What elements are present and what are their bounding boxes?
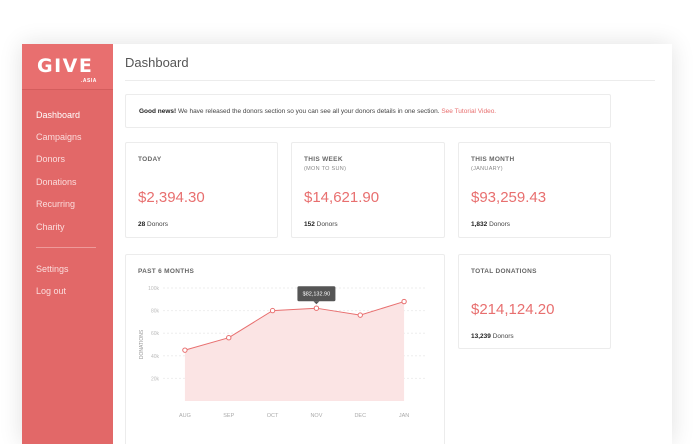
donors-label: Donors (487, 221, 511, 228)
page-title: Dashboard (125, 55, 189, 70)
sidebar-item-donations[interactable]: Donations (36, 177, 77, 187)
donors-count: 13,239 (471, 333, 491, 340)
stat-amount: $2,394.30 (138, 189, 205, 206)
chart-title: PAST 6 MONTHS (138, 268, 195, 275)
x-tick-label: SEP (223, 413, 234, 419)
stat-sublabel: (JANUARY) (471, 166, 503, 172)
y-tick-label: 100k (148, 286, 159, 292)
stat-label: TOTAL DONATIONS (471, 268, 537, 275)
x-tick-label: OCT (267, 413, 279, 419)
tooltip-label: $82,132.90 (303, 292, 331, 298)
y-tick-label: 60k (151, 331, 160, 337)
sidebar-divider (36, 247, 96, 248)
data-point (226, 335, 232, 341)
stat-card-total: TOTAL DONATIONS $214,124.20 13,239 Donor… (458, 254, 611, 349)
donors-label: Donors (490, 333, 514, 340)
stat-amount: $214,124.20 (471, 301, 555, 318)
stat-donors: 1,832 Donors (471, 221, 510, 228)
app-window: GIVE .ASIA Dashboard Campaigns Donors Do… (22, 44, 672, 444)
tutorial-video-link[interactable]: See Tutorial Video. (441, 108, 497, 115)
data-point (313, 305, 320, 311)
notice-text: Good news! We have released the donors s… (139, 108, 496, 115)
sidebar-item-recurring[interactable]: Recurring (36, 199, 76, 209)
donors-count: 1,832 (471, 221, 488, 228)
donors-count: 152 (304, 221, 315, 228)
stat-donors: 28 Donors (138, 221, 168, 228)
y-axis-label: DONATIONS (139, 329, 145, 359)
data-point (269, 307, 276, 314)
sidebar-item-logout[interactable]: Log out (36, 286, 67, 296)
y-tick-label: 20k (151, 376, 160, 382)
stat-label: THIS WEEK (304, 156, 343, 163)
data-point (401, 298, 407, 305)
data-point (182, 347, 188, 353)
notice-banner: Good news! We have released the donors s… (125, 94, 611, 128)
x-tick-label: DEC (354, 413, 366, 419)
sidebar: GIVE .ASIA Dashboard Campaigns Donors Do… (22, 44, 113, 444)
stat-card-month: THIS MONTH (JANUARY) $93,259.43 1,832 Do… (458, 142, 611, 238)
stat-label: TODAY (138, 156, 162, 163)
donations-chart: 20k 40k 60k 80k 100k DONATIONS AUG SEP OCT NOV DEC… (139, 286, 426, 419)
x-tick-label: AUG (179, 413, 191, 419)
chart-panel: PAST 6 MONTHS 20k 40k 60k 80k 100k DONATIONS A… (125, 254, 445, 444)
sidebar-item-dashboard[interactable]: Dashboard (36, 110, 81, 120)
title-divider (125, 80, 655, 81)
notice-bold: Good news! (139, 108, 177, 115)
stat-label: THIS MONTH (471, 156, 515, 163)
x-tick-label: JAN (399, 413, 409, 419)
y-tick-label: 40k (151, 354, 160, 360)
stat-card-today: TODAY $2,394.30 28 Donors (125, 142, 278, 238)
stat-sublabel: (MON TO SUN) (304, 166, 347, 172)
stat-amount: $14,621.90 (304, 189, 380, 206)
stat-amount: $93,259.43 (471, 189, 547, 206)
sidebar-item-settings[interactable]: Settings (36, 264, 69, 274)
donors-label: Donors (145, 221, 168, 228)
donors-label: Donors (314, 221, 338, 228)
stat-donors: 152 Donors (304, 221, 338, 228)
series-line (184, 301, 405, 351)
logo[interactable]: GIVE .ASIA (22, 44, 113, 90)
data-point (357, 312, 363, 318)
sidebar-item-charity[interactable]: Charity (36, 222, 65, 232)
y-tick-label: 80k (151, 309, 160, 315)
tooltip-box (297, 286, 336, 302)
x-tick-label: NOV (310, 413, 322, 419)
sidebar-item-donors[interactable]: Donors (36, 154, 66, 164)
area-fill (184, 301, 405, 401)
donors-count: 28 (138, 221, 146, 228)
tooltip-arrow (313, 301, 320, 305)
notice-body: We have released the donors section so y… (176, 108, 442, 115)
stat-donors: 13,239 Donors (471, 333, 514, 340)
sidebar-item-campaigns[interactable]: Campaigns (36, 132, 82, 142)
logo-sub: .ASIA (81, 78, 97, 84)
main-content: Dashboard Good news! We have released th… (113, 44, 672, 444)
stat-card-week: THIS WEEK (MON TO SUN) $14,621.90 152 Do… (291, 142, 445, 238)
logo-word: GIVE (37, 55, 94, 77)
